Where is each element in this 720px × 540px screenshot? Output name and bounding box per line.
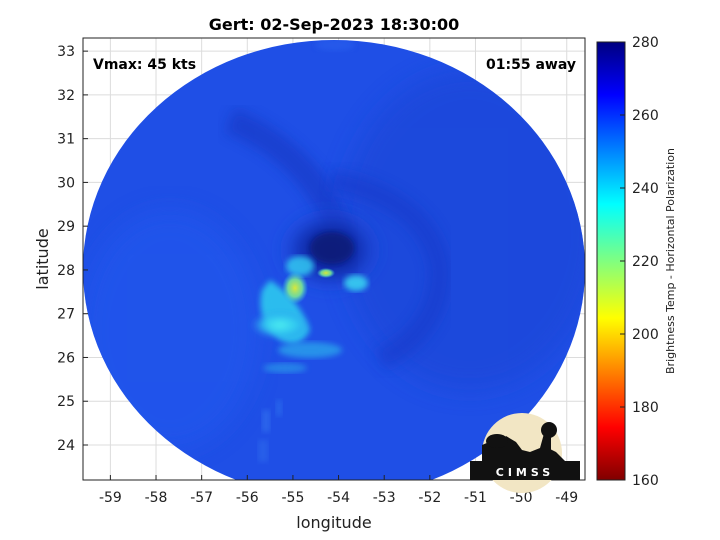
- y-tick-label: 29: [57, 219, 75, 235]
- cimss-logo: CIMSS: [470, 413, 580, 493]
- colorbar-tick-label: 280: [632, 35, 659, 51]
- streak-3: [276, 400, 282, 416]
- colorbar-tick-label: 180: [632, 400, 659, 416]
- time-away-annotation: 01:55 away: [486, 57, 576, 73]
- streak-1: [262, 410, 270, 432]
- swath-shading-east: [340, 70, 585, 390]
- y-axis-ticks: 24 25 26 27 28 29 30 31 32 33: [57, 44, 88, 454]
- x-tick-label: -49: [555, 490, 578, 506]
- logo-base: [470, 461, 580, 480]
- swath-shading-west: [83, 210, 260, 450]
- colorbar-tick-label: 220: [632, 254, 659, 270]
- brightness-temp-swath: [83, 40, 585, 480]
- axes-frame: [82, 37, 586, 481]
- x-tick-label: -59: [99, 490, 122, 506]
- y-tick-label: 33: [57, 44, 75, 60]
- y-tick-label: 30: [57, 175, 75, 191]
- colorbar-ticks: 160 180 200 220 240 260 280: [620, 35, 659, 489]
- x-axis-ticks: -59 -58 -57 -56 -55 -54 -53 -52 -51 -50 -49: [99, 475, 578, 506]
- x-tick-label: -58: [145, 490, 168, 506]
- warm-patch-south: [278, 342, 342, 358]
- x-tick-label: -50: [510, 490, 533, 506]
- y-tick-label: 31: [57, 132, 75, 148]
- x-tick-label: -55: [281, 490, 304, 506]
- colorbar-label: Brightness Temp - Horizontal Polarizatio…: [664, 148, 677, 374]
- streak-2: [258, 440, 268, 462]
- y-tick-label: 32: [57, 88, 75, 104]
- x-tick-label: -51: [464, 490, 487, 506]
- spiral-band-east: [327, 169, 452, 370]
- x-tick-label: -54: [327, 490, 350, 506]
- colorbar-tick-label: 200: [632, 327, 659, 343]
- colorbar-tick-label: 160: [632, 473, 659, 489]
- vmax-annotation: Vmax: 45 kts: [93, 57, 196, 73]
- y-tick-label: 27: [57, 307, 75, 323]
- cold-core-inner: [310, 232, 354, 264]
- x-tick-label: -52: [418, 490, 441, 506]
- y-tick-label: 28: [57, 263, 75, 279]
- x-tick-label: -57: [190, 490, 213, 506]
- warm-band-tail: [250, 311, 310, 339]
- chart-title: Gert: 02-Sep-2023 18:30:00: [209, 15, 460, 34]
- logo-tower-top: [541, 422, 557, 438]
- warm-patch-east: [344, 275, 368, 291]
- warm-patch-north: [286, 256, 314, 276]
- x-tick-label: -56: [236, 490, 259, 506]
- logo-silhouette: [482, 430, 566, 462]
- y-tick-label: 25: [57, 394, 75, 410]
- warm-patch-southwest: [263, 363, 307, 373]
- peak-warm-east: [317, 268, 335, 278]
- swath-north-tip: [315, 40, 355, 51]
- y-tick-label: 26: [57, 350, 75, 366]
- peak-warm-main: [282, 272, 308, 304]
- colorbar-tick-label: 240: [632, 181, 659, 197]
- colorbar-tick-label: 260: [632, 108, 659, 124]
- y-axis-label: latitude: [33, 228, 52, 289]
- x-tick-label: -53: [373, 490, 396, 506]
- logo-tower-stem: [547, 436, 551, 462]
- y-tick-label: 24: [57, 438, 75, 454]
- x-axis-label: longitude: [296, 513, 371, 532]
- logo-dish: [486, 434, 508, 448]
- logo-text: CIMSS: [496, 466, 554, 479]
